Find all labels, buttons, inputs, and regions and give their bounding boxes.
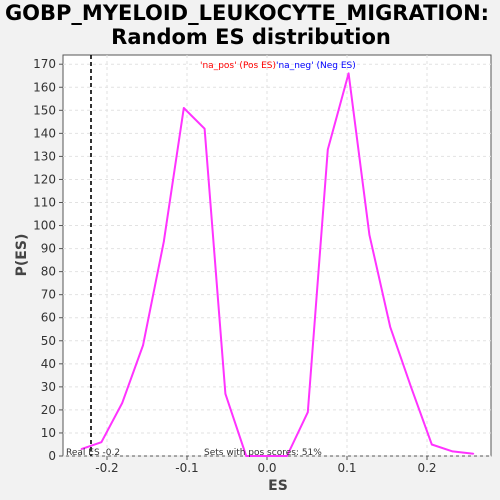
y-tick-label: 10: [41, 426, 56, 440]
data-point: [204, 128, 206, 130]
y-tick-label: 40: [41, 357, 56, 371]
y-tick-label: 120: [33, 172, 56, 186]
real-es-annotation: Real ES -0.2: [66, 448, 120, 458]
y-tick-label: 20: [41, 403, 56, 417]
data-point: [348, 73, 350, 75]
y-axis-title: P(ES): [14, 234, 30, 277]
data-point: [452, 451, 454, 453]
y-tick-label: 90: [41, 242, 56, 256]
x-axis-title: ES: [268, 478, 288, 494]
data-point: [369, 234, 371, 236]
pos-scores-annotation: Sets with pos scores: 51%: [204, 448, 322, 458]
data-point: [183, 107, 185, 109]
y-tick-label: 80: [41, 265, 56, 279]
x-tick-label: 0.1: [337, 461, 356, 475]
y-tick-label: 0: [48, 449, 56, 463]
data-point: [121, 402, 123, 404]
y-tick-label: 160: [33, 80, 56, 94]
x-tick-label: 0.0: [257, 461, 276, 475]
y-tick-label: 100: [33, 219, 56, 233]
data-point: [142, 345, 144, 347]
x-tick-label: 0.2: [417, 461, 436, 475]
y-tick-label: 140: [33, 126, 56, 140]
data-point: [410, 386, 412, 388]
data-point: [431, 444, 433, 446]
legend-pos-label: 'na_pos' (Pos ES): [200, 61, 276, 71]
data-point: [307, 411, 309, 413]
x-tick-label: -0.1: [175, 461, 198, 475]
data-point: [473, 453, 475, 455]
data-point: [101, 441, 103, 443]
y-tick-label: 30: [41, 380, 56, 394]
legend-neg-label: 'na_neg' (Neg ES): [276, 61, 356, 71]
y-tick-label: 70: [41, 288, 56, 302]
y-tick-label: 130: [33, 149, 56, 163]
data-point: [327, 149, 329, 151]
y-tick-label: 60: [41, 311, 56, 325]
data-point: [389, 326, 391, 328]
data-point: [225, 393, 227, 395]
chart-title-line2: Random ES distribution: [111, 25, 391, 49]
x-tick-label: -0.2: [95, 461, 118, 475]
data-point: [163, 241, 165, 243]
y-tick-label: 170: [33, 57, 56, 71]
y-tick-label: 110: [33, 195, 56, 209]
y-tick-label: 50: [41, 334, 56, 348]
y-tick-label: 150: [33, 103, 56, 117]
chart-title-line1: GOBP_MYELOID_LEUKOCYTE_MIGRATION:: [5, 1, 489, 25]
